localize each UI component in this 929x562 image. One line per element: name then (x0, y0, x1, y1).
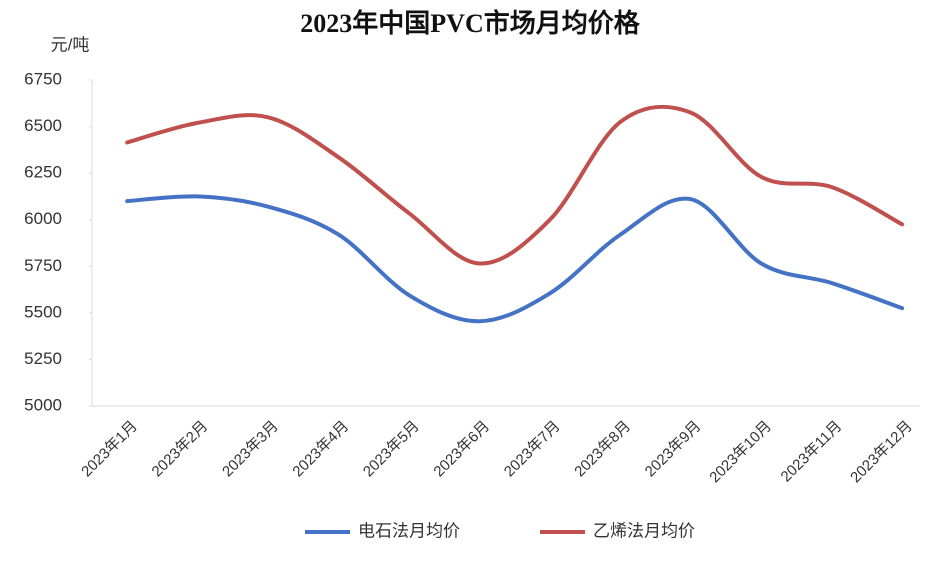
y-axis-label: 元/吨 (51, 35, 90, 54)
x-tick-label: 2023年10月 (706, 418, 775, 487)
x-tick-label: 2023年4月 (289, 418, 352, 481)
x-tick-label: 2023年12月 (847, 418, 916, 487)
y-tick-label: 5000 (24, 395, 62, 414)
legend-label: 乙烯法月均价 (593, 521, 695, 540)
legend-label: 电石法月均价 (358, 521, 460, 540)
series-line (125, 104, 905, 266)
y-tick-label: 5750 (24, 256, 62, 275)
y-tick-label: 5250 (24, 349, 62, 368)
y-tick-label: 6750 (24, 69, 62, 88)
x-tick-label: 2023年5月 (360, 418, 423, 481)
x-tick-label: 2023年11月 (778, 418, 846, 486)
y-tick-label: 6500 (24, 116, 62, 135)
y-tick-label: 6250 (24, 163, 62, 182)
x-tick-label: 2023年9月 (642, 418, 705, 481)
x-tick-label: 2023年8月 (571, 418, 634, 481)
x-tick-label: 2023年7月 (501, 418, 564, 481)
series-line (125, 194, 905, 324)
chart-title: 2023年中国PVC市场月均价格 (300, 8, 640, 38)
x-tick-label: 2023年1月 (78, 418, 141, 481)
y-tick-label: 5500 (24, 302, 62, 321)
x-tick-label: 2023年2月 (149, 418, 212, 481)
x-tick-label: 2023年6月 (430, 418, 493, 481)
x-tick-label: 2023年3月 (219, 418, 282, 481)
y-tick-label: 6000 (24, 209, 62, 228)
